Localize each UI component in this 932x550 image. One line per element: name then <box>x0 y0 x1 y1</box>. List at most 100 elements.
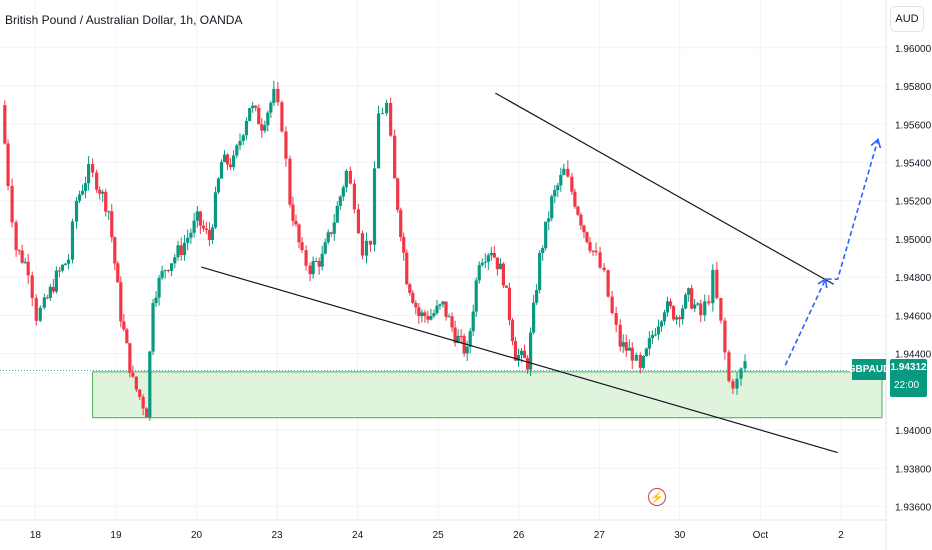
candle-body <box>471 311 475 332</box>
candle <box>116 261 120 283</box>
candle <box>429 308 433 321</box>
candle-body <box>647 338 651 349</box>
candle <box>504 285 509 288</box>
candle-body <box>176 245 180 258</box>
candle-body <box>559 174 563 186</box>
candle <box>60 263 65 273</box>
candle-body <box>528 332 533 370</box>
candle <box>492 245 496 259</box>
candle-body <box>504 285 509 288</box>
candle-body <box>638 354 642 368</box>
candle <box>477 261 481 284</box>
candle <box>276 82 280 106</box>
flash-icon[interactable]: ⚡ <box>648 488 666 506</box>
candle <box>681 304 685 325</box>
candle-body <box>687 288 691 295</box>
candle <box>684 292 688 310</box>
candle-body <box>60 265 65 271</box>
candle-body <box>715 269 719 299</box>
candle <box>308 262 312 282</box>
candle-body <box>235 145 239 156</box>
candle-body <box>594 250 598 253</box>
candle-body <box>665 301 670 313</box>
candle <box>238 133 242 151</box>
time-axis[interactable]: 18 19 20 23 24 25 26 27 30 Oct 2 <box>30 530 844 541</box>
candle <box>566 160 570 178</box>
candle-body <box>368 240 373 245</box>
candle <box>624 334 628 357</box>
candle-body <box>70 221 75 260</box>
candle <box>516 348 521 367</box>
grid-lines <box>0 0 886 520</box>
candle <box>399 207 403 242</box>
price-tick-label: 1.93600 <box>895 503 932 514</box>
candle-body <box>125 329 129 344</box>
candle-body <box>225 154 230 165</box>
candle-body <box>429 316 433 320</box>
candle <box>471 304 475 337</box>
candle-body <box>352 183 356 210</box>
candle <box>450 312 454 333</box>
candle-body <box>263 125 267 131</box>
arrowhead-2 <box>870 138 882 149</box>
candle <box>98 186 102 200</box>
candle-body <box>650 335 655 339</box>
currency-button[interactable]: AUD <box>890 6 924 32</box>
candle-body <box>591 250 595 252</box>
candle <box>594 242 598 256</box>
candle-body <box>417 307 421 317</box>
candle-body <box>244 120 249 136</box>
candle-body <box>606 270 610 297</box>
candle <box>128 343 132 378</box>
candle-body <box>166 270 170 272</box>
candle <box>483 253 487 269</box>
candle-body <box>423 312 427 317</box>
candle <box>674 314 679 325</box>
candle <box>95 169 99 193</box>
candle-body <box>204 228 208 230</box>
candle <box>6 139 10 191</box>
candle-body <box>51 286 55 292</box>
candle-body <box>57 270 62 272</box>
candle-body <box>376 113 381 169</box>
candle <box>507 282 512 326</box>
candle-body <box>696 303 700 305</box>
candle-body <box>160 271 164 278</box>
candle <box>219 159 224 179</box>
lower-trendline <box>201 266 838 454</box>
candle <box>662 309 667 326</box>
candle-body <box>74 200 79 222</box>
projection-arrow <box>784 139 879 366</box>
candle-body <box>198 211 202 226</box>
price-axis[interactable]: 1.96000 1.95800 1.95600 1.95400 1.95200 1.950… <box>895 44 932 514</box>
candle-body <box>674 317 679 320</box>
candle-body <box>385 102 389 114</box>
candle-body <box>148 351 152 418</box>
candle-body <box>101 191 105 194</box>
time-tick-label: 25 <box>433 530 445 541</box>
candle <box>122 313 126 332</box>
candle-body <box>320 253 324 267</box>
candle-body <box>426 316 430 320</box>
candle <box>294 214 298 227</box>
candle <box>739 367 743 387</box>
candle-body <box>399 209 403 238</box>
price-tick-label: 1.94800 <box>895 273 932 284</box>
candle-body <box>602 267 606 271</box>
candle <box>341 185 345 202</box>
candle-body <box>119 282 123 322</box>
candle <box>151 298 155 356</box>
candle-body <box>288 158 292 205</box>
candle-body <box>547 218 551 222</box>
drawings-layer <box>201 92 882 454</box>
candle <box>134 376 138 393</box>
candle <box>57 267 62 278</box>
candle <box>210 224 215 244</box>
candle-body <box>550 196 554 219</box>
candle-body <box>63 263 68 266</box>
candle <box>288 155 292 208</box>
candle <box>678 315 682 328</box>
candle <box>241 133 245 146</box>
candle-body <box>300 242 304 251</box>
